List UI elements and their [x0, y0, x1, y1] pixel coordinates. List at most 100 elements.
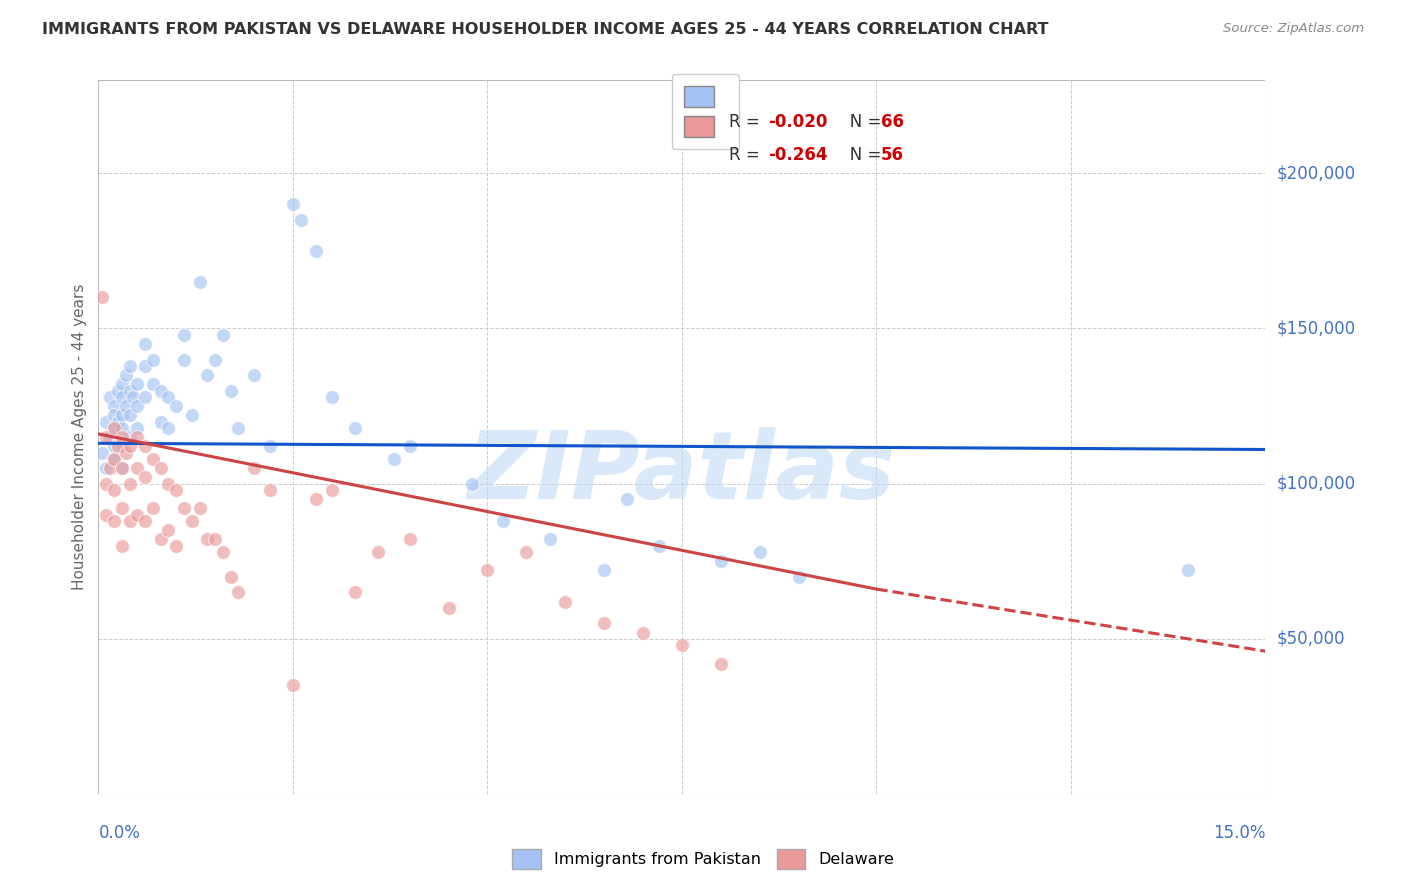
Point — [554, 594, 576, 608]
Point — [382, 451, 405, 466]
Point — [107, 439, 129, 453]
Point — [103, 399, 125, 413]
Point — [157, 476, 180, 491]
Point — [243, 461, 266, 475]
Point — [173, 327, 195, 342]
Point — [188, 275, 211, 289]
Point — [118, 476, 141, 491]
Point — [134, 514, 156, 528]
Point — [243, 368, 266, 382]
Point — [149, 533, 172, 547]
Point — [157, 421, 180, 435]
Point — [127, 377, 149, 392]
Point — [96, 461, 118, 475]
Point — [165, 483, 187, 497]
Point — [98, 461, 121, 475]
Point — [321, 483, 343, 497]
Point — [98, 430, 121, 444]
Text: ZIPatlas: ZIPatlas — [468, 426, 896, 519]
Point — [127, 461, 149, 475]
Text: N =: N = — [835, 113, 887, 131]
Point — [647, 539, 669, 553]
Text: $50,000: $50,000 — [1277, 630, 1346, 648]
Point — [195, 368, 218, 382]
Point — [127, 508, 149, 522]
Point — [111, 409, 134, 423]
Point — [219, 384, 242, 398]
Point — [290, 213, 312, 227]
Text: 15.0%: 15.0% — [1213, 824, 1265, 842]
Text: $200,000: $200,000 — [1277, 164, 1355, 182]
Point — [111, 501, 134, 516]
Point — [321, 390, 343, 404]
Text: $100,000: $100,000 — [1277, 475, 1355, 492]
Point — [142, 501, 165, 516]
Point — [134, 337, 156, 351]
Point — [398, 533, 420, 547]
Point — [165, 539, 187, 553]
Point — [515, 545, 537, 559]
Point — [305, 492, 328, 507]
Point — [710, 657, 733, 671]
Point — [180, 514, 202, 528]
Point — [127, 430, 149, 444]
Point — [437, 600, 460, 615]
Point — [367, 545, 389, 559]
Point — [111, 461, 134, 475]
Point — [212, 545, 235, 559]
Point — [142, 451, 165, 466]
Point — [305, 244, 328, 258]
Point — [1177, 564, 1199, 578]
Point — [118, 430, 141, 444]
Point — [103, 409, 125, 423]
Text: 56: 56 — [882, 146, 904, 164]
Point — [195, 533, 218, 547]
Point — [103, 421, 125, 435]
Point — [118, 359, 141, 373]
Point — [616, 492, 638, 507]
Point — [134, 470, 156, 484]
Point — [114, 399, 136, 413]
Text: R =: R = — [730, 113, 765, 131]
Point — [259, 439, 281, 453]
Point — [631, 625, 654, 640]
Point — [228, 421, 250, 435]
Point — [344, 421, 367, 435]
Point — [142, 377, 165, 392]
Point — [103, 483, 125, 497]
Point — [122, 390, 145, 404]
Point — [134, 359, 156, 373]
Point — [204, 352, 226, 367]
Point — [134, 439, 156, 453]
Point — [127, 399, 149, 413]
Point — [114, 445, 136, 459]
Y-axis label: Householder Income Ages 25 - 44 years: Householder Income Ages 25 - 44 years — [72, 284, 87, 591]
Point — [149, 415, 172, 429]
Text: N =: N = — [835, 146, 887, 164]
Point — [111, 421, 134, 435]
Point — [461, 476, 484, 491]
Point — [107, 415, 129, 429]
Point — [96, 476, 118, 491]
Point — [398, 439, 420, 453]
Point — [228, 585, 250, 599]
Text: Source: ZipAtlas.com: Source: ZipAtlas.com — [1223, 22, 1364, 36]
Point — [173, 352, 195, 367]
Point — [219, 570, 242, 584]
Point — [111, 461, 134, 475]
Text: $150,000: $150,000 — [1277, 319, 1355, 337]
Point — [118, 409, 141, 423]
Point — [103, 451, 125, 466]
Point — [710, 554, 733, 568]
Point — [96, 508, 118, 522]
Point — [98, 390, 121, 404]
Point — [96, 430, 118, 444]
Point — [111, 377, 134, 392]
Point — [127, 421, 149, 435]
Point — [111, 439, 134, 453]
Point — [212, 327, 235, 342]
Point — [477, 564, 499, 578]
Point — [593, 616, 616, 631]
Text: -0.020: -0.020 — [769, 113, 828, 131]
Text: -0.264: -0.264 — [769, 146, 828, 164]
